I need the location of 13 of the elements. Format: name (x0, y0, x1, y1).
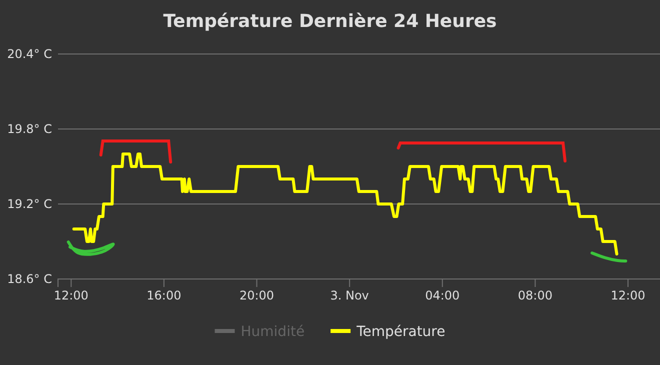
x-tick-label: 3. Nov (330, 288, 369, 303)
x-tick-label: 16:00 (146, 288, 182, 303)
legend-label: Température (356, 324, 446, 340)
y-tick-label: 19.8° C (7, 122, 52, 136)
chart-title: Température Dernière 24 Heures (163, 11, 497, 32)
x-tick-label: 12:00 (54, 288, 88, 303)
x-tick-label: 08:00 (518, 288, 552, 303)
x-tick-label: 12:00 (610, 288, 646, 303)
y-tick-label: 18.6° C (7, 272, 52, 286)
y-tick-label: 20.4° C (7, 46, 52, 61)
x-tick-label: 20:00 (239, 288, 274, 303)
y-tick-label: 19.2° C (7, 196, 52, 211)
x-tick-label: 04:00 (425, 288, 460, 303)
